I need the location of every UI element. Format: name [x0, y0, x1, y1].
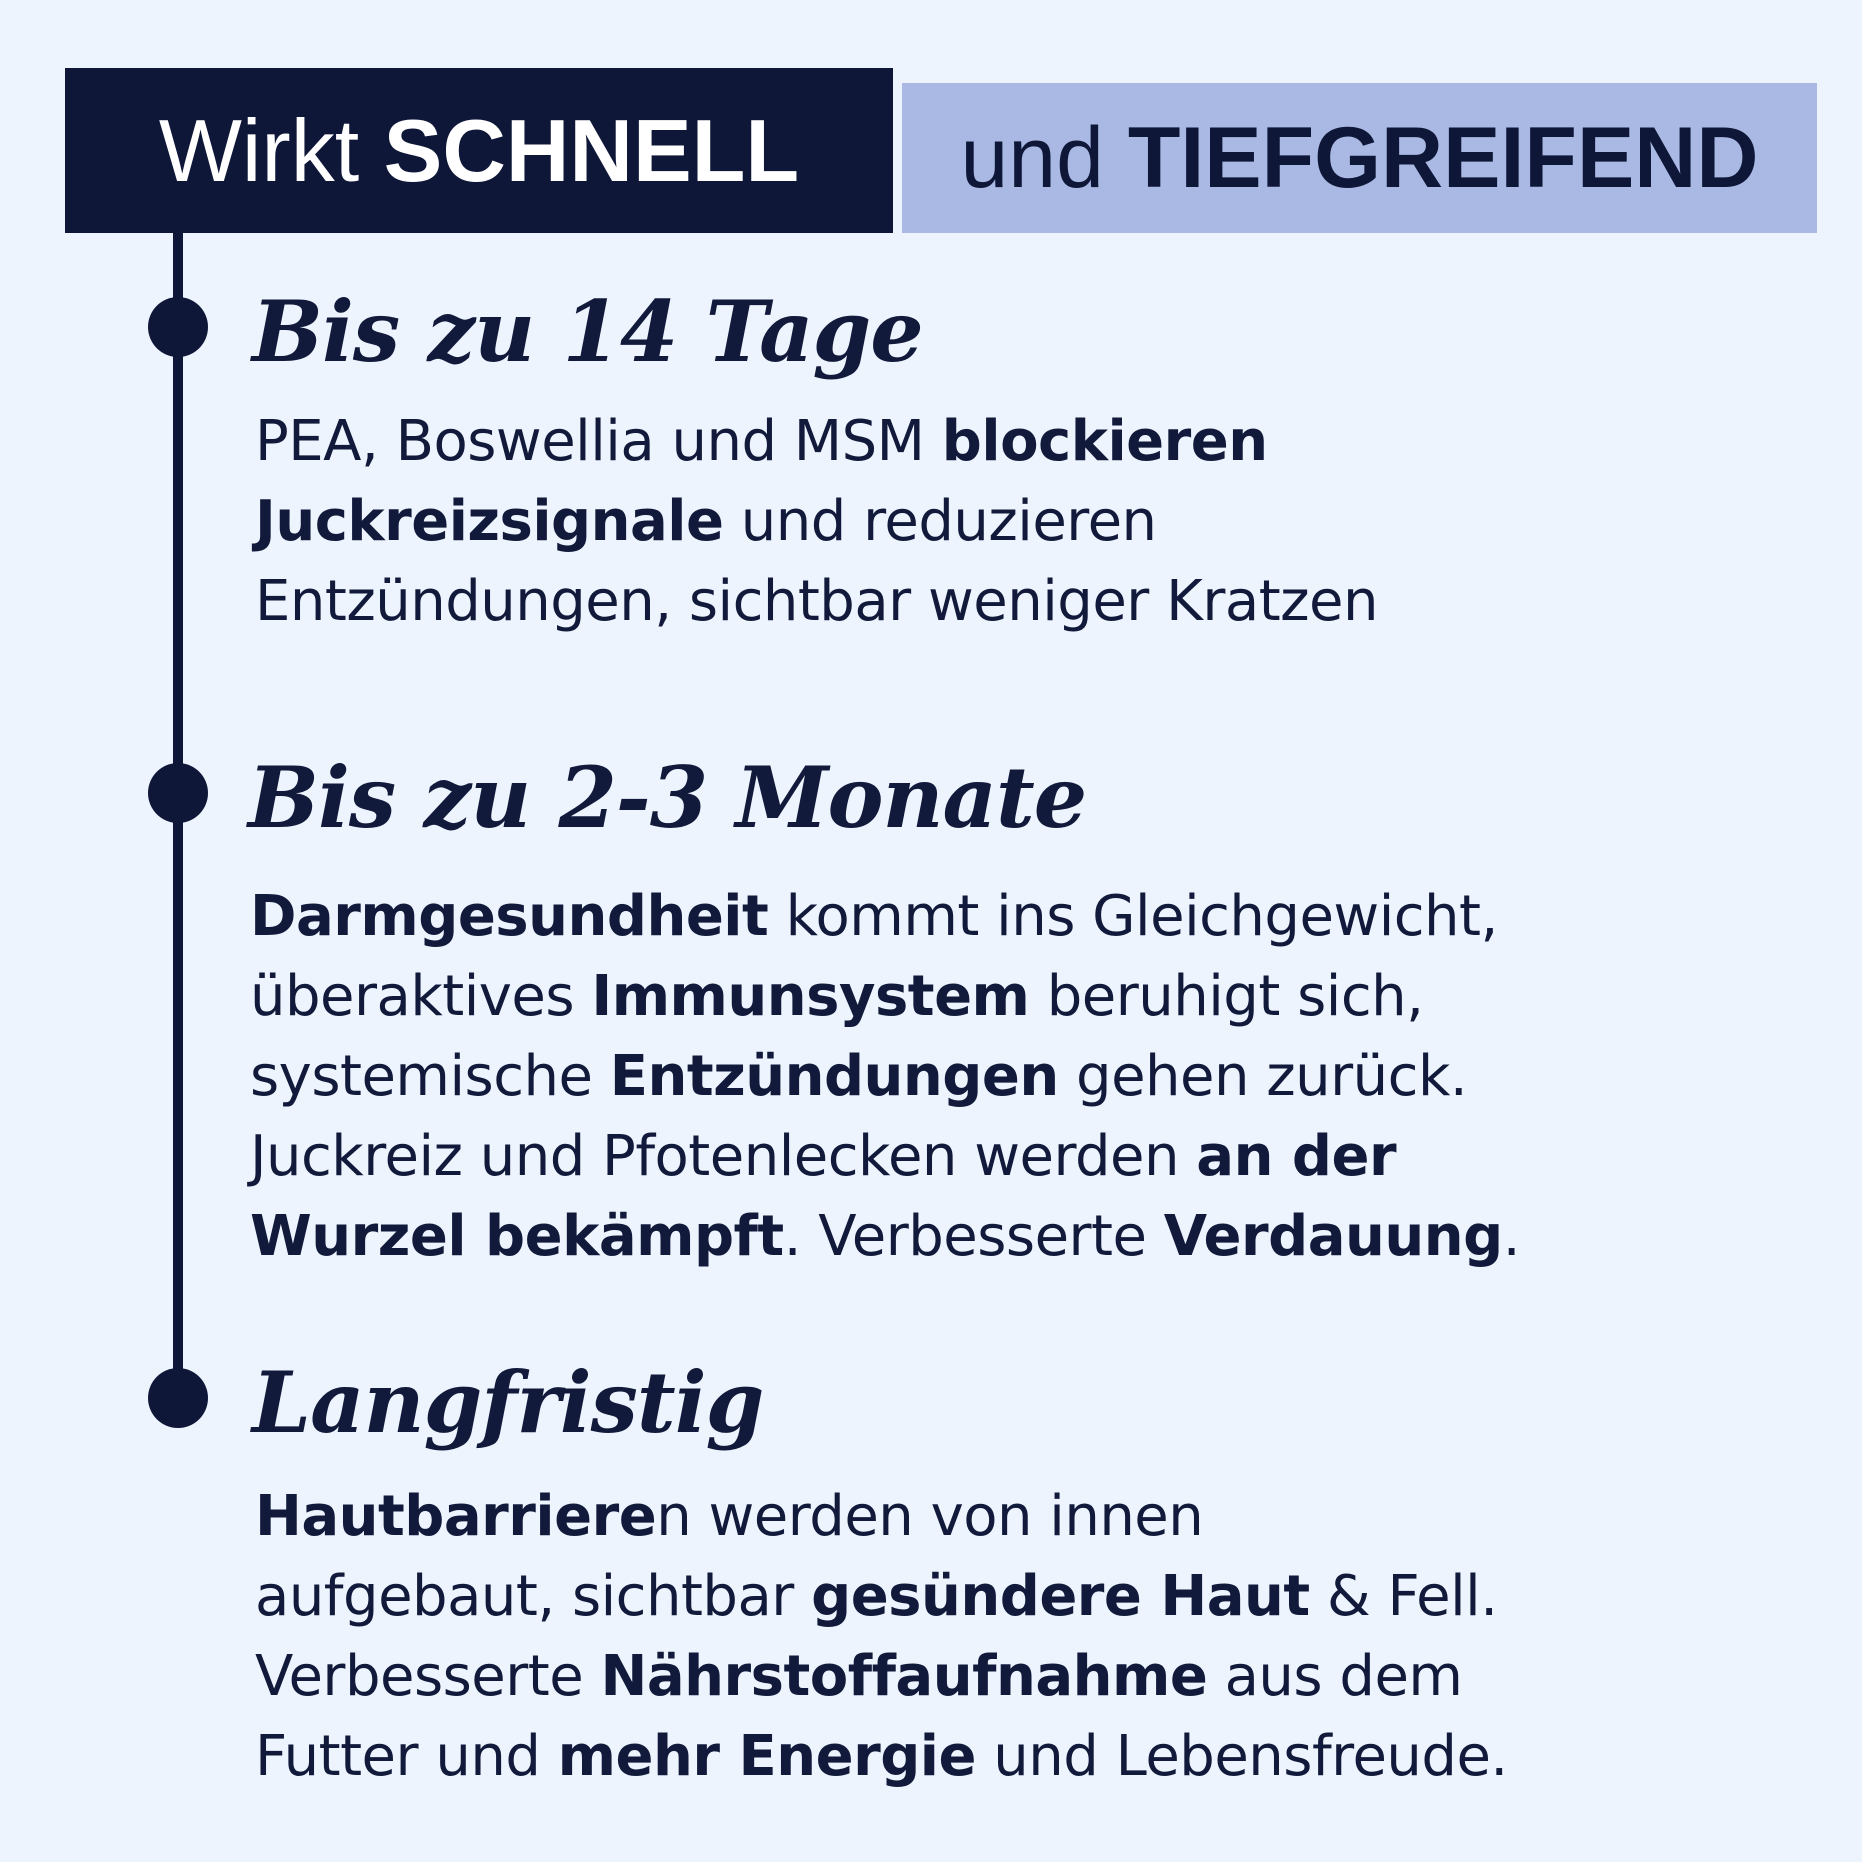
- title-box-primary: Wirkt SCHNELL: [65, 68, 893, 233]
- emphasis-text: Immunsystem: [591, 964, 1030, 1029]
- body-line: überaktives Immunsystem beruhigt sich,: [250, 957, 1520, 1037]
- body-line: Futter und mehr Energie und Lebensfreude…: [255, 1717, 1508, 1797]
- body-text: aufgebaut, sichtbar: [255, 1564, 812, 1629]
- body-text: aus dem: [1207, 1644, 1463, 1709]
- title-normal: Wirkt: [158, 100, 384, 200]
- emphasis-text: mehr Energie: [557, 1724, 977, 1789]
- body-line: Juckreizsignale und reduzieren: [255, 482, 1378, 562]
- body-text: beruhigt sich,: [1029, 964, 1424, 1029]
- title-bold: SCHNELL: [383, 100, 800, 200]
- body-text: Entzündungen, sichtbar weniger Kratzen: [255, 569, 1378, 634]
- body-text: Futter und: [255, 1724, 558, 1789]
- body-text: & Fell.: [1309, 1564, 1498, 1629]
- section-body: PEA, Boswellia und MSM blockieren Juckrei…: [255, 402, 1378, 642]
- body-text: PEA, Boswellia und MSM: [255, 409, 942, 474]
- emphasis-text: an der: [1196, 1124, 1397, 1189]
- section-heading: Bis zu 14 Tage: [252, 282, 924, 381]
- emphasis-text: Verdauung: [1163, 1204, 1503, 1269]
- body-text: n werden von innen: [656, 1484, 1204, 1549]
- body-text: überaktives: [250, 964, 592, 1029]
- title-box-secondary: und TIEFGREIFEND: [902, 83, 1817, 233]
- body-line: aufgebaut, sichtbar gesündere Haut & Fel…: [255, 1557, 1508, 1637]
- body-text: systemische: [250, 1044, 610, 1109]
- body-text: .: [1502, 1204, 1521, 1269]
- body-line: Wurzel bekämpft. Verbesserte Verdauung.: [250, 1197, 1521, 1277]
- emphasis-text: Entzündungen: [609, 1044, 1059, 1109]
- emphasis-text: gesündere Haut: [811, 1564, 1310, 1629]
- emphasis-text: blockieren: [941, 409, 1268, 474]
- subtitle-bold: TIEFGREIFEND: [1127, 109, 1759, 206]
- body-text: . Verbesserte: [783, 1204, 1164, 1269]
- emphasis-text: Juckreizsignale: [255, 489, 724, 554]
- body-line: systemische Entzündungen gehen zurück.: [250, 1037, 1520, 1117]
- emphasis-text: Nährstoffaufnahme: [600, 1644, 1208, 1709]
- timeline-dot: [148, 763, 208, 823]
- section-body: Darmgesundheit kommt ins Gleichgewicht, ü…: [250, 877, 1521, 1277]
- body-line: Entzündungen, sichtbar weniger Kratzen: [255, 562, 1378, 642]
- emphasis-text: Hautbarriere: [255, 1484, 657, 1549]
- body-line: PEA, Boswellia und MSM blockieren: [255, 402, 1378, 482]
- subtitle-normal: und: [960, 109, 1128, 206]
- body-line: Juckreiz und Pfotenlecken werden an der: [250, 1117, 1520, 1197]
- body-text: gehen zurück.: [1058, 1044, 1468, 1109]
- section-heading: Langfristig: [252, 1353, 764, 1452]
- emphasis-text: Darmgesundheit: [250, 884, 769, 949]
- emphasis-text: Wurzel bekämpft: [250, 1204, 784, 1269]
- section-body: Hautbarrieren werden von innen aufgebaut,…: [255, 1477, 1508, 1797]
- timeline-dot: [148, 297, 208, 357]
- body-text: und reduzieren: [723, 489, 1157, 554]
- body-line: Hautbarrieren werden von innen: [255, 1477, 1508, 1557]
- body-text: kommt ins Gleichgewicht,: [768, 884, 1499, 949]
- body-line: Verbesserte Nährstoffaufnahme aus dem: [255, 1637, 1508, 1717]
- body-line: Darmgesundheit kommt ins Gleichgewicht,: [250, 877, 1520, 957]
- body-text: und Lebensfreude.: [975, 1724, 1508, 1789]
- section-heading: Bis zu 2-3 Monate: [248, 748, 1087, 847]
- timeline-dot: [148, 1368, 208, 1428]
- body-text: Verbesserte: [255, 1644, 601, 1709]
- body-text: Juckreiz und Pfotenlecken werden: [250, 1124, 1197, 1189]
